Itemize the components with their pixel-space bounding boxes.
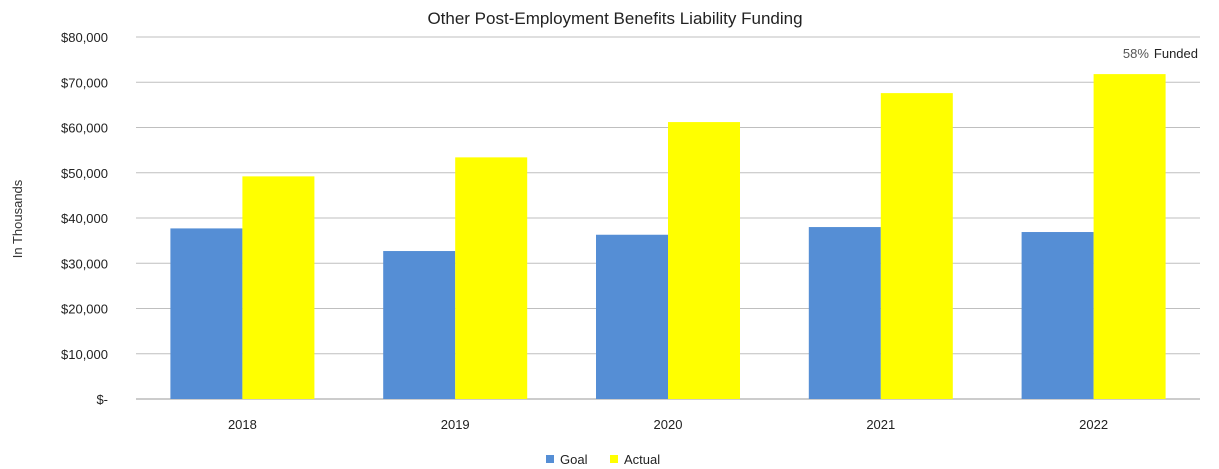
legend-label-goal: Goal xyxy=(560,452,588,467)
x-axis-ticks: 2018 2019 2020 2021 2022 xyxy=(228,417,1108,432)
bar-actual-2018 xyxy=(242,176,315,399)
y-axis-label: In Thousands xyxy=(10,179,25,258)
chart-title: Other Post-Employment Benefits Liability… xyxy=(427,9,802,28)
legend-label-actual: Actual xyxy=(624,452,660,467)
funded-text: Funded xyxy=(1154,46,1198,61)
funded-percent: 58% xyxy=(1123,46,1149,61)
y-tick-label: $30,000 xyxy=(61,256,108,271)
bar-actual-2021 xyxy=(880,93,953,400)
funded-annotation: 58% Funded xyxy=(1123,46,1198,61)
y-tick-label: $70,000 xyxy=(61,75,108,90)
x-tick-label: 2018 xyxy=(228,417,257,432)
x-tick-label: 2022 xyxy=(1079,417,1108,432)
y-tick-label: $20,000 xyxy=(61,302,108,317)
bars xyxy=(170,74,1166,400)
y-axis-ticks: $- $10,000 $20,000 $30,000 $40,000 $50,000 $60… xyxy=(61,30,108,407)
legend-swatch-actual xyxy=(610,455,618,463)
legend-swatch-goal xyxy=(546,455,554,463)
y-tick-label: $60,000 xyxy=(61,121,108,136)
bar-goal-2018 xyxy=(170,228,243,399)
x-tick-label: 2020 xyxy=(654,417,683,432)
bar-goal-2021 xyxy=(808,227,881,399)
bar-actual-2019 xyxy=(455,157,528,399)
bar-goal-2019 xyxy=(383,251,456,399)
bar-actual-2022 xyxy=(1093,74,1166,399)
y-tick-label: $- xyxy=(96,392,108,407)
x-tick-label: 2021 xyxy=(866,417,895,432)
bar-goal-2022 xyxy=(1021,232,1094,399)
bar-goal-2020 xyxy=(596,234,668,399)
y-tick-label: $50,000 xyxy=(61,166,108,181)
legend: Goal Actual xyxy=(546,452,660,467)
y-tick-label: $40,000 xyxy=(61,211,108,226)
y-tick-label: $80,000 xyxy=(61,30,108,45)
bar-actual-2020 xyxy=(668,122,740,399)
x-tick-label: 2019 xyxy=(441,417,470,432)
y-tick-label: $10,000 xyxy=(61,347,108,362)
